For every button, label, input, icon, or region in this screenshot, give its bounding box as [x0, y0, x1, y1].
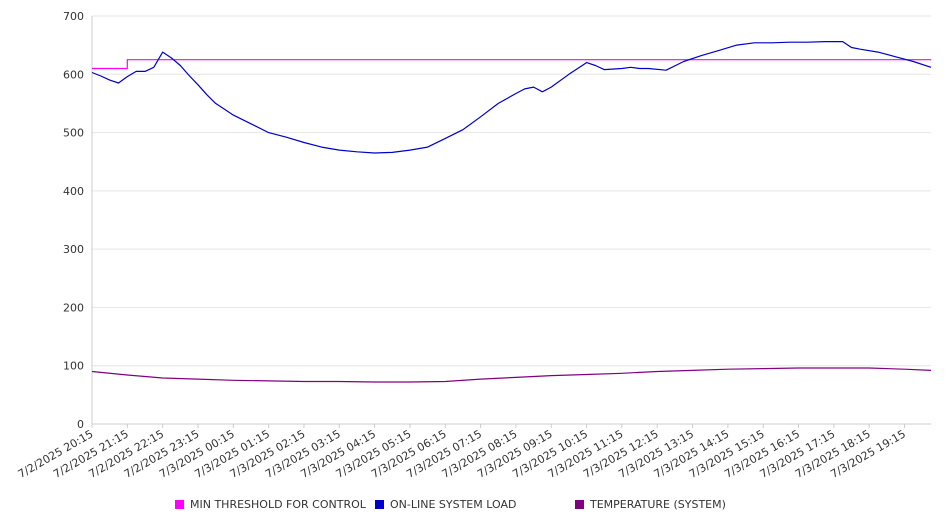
- series-line-2: [91, 367, 932, 383]
- legend-item-temperature: TEMPERATURE (SYSTEM): [575, 498, 726, 511]
- x-axis-ticks: 7/2/2025 20:157/2/2025 21:157/2/2025 22:…: [16, 424, 908, 481]
- y-tick-label: 600: [63, 68, 84, 81]
- y-tick-label: 100: [63, 360, 84, 373]
- legend-label: ON-LINE SYSTEM LOAD: [390, 498, 517, 511]
- y-tick-label: 700: [63, 10, 84, 23]
- legend-label: MIN THRESHOLD FOR CONTROL: [190, 498, 366, 511]
- grid: [92, 15, 931, 367]
- series-line-0: [92, 59, 931, 70]
- legend-item-system-load: ON-LINE SYSTEM LOAD: [375, 498, 516, 511]
- y-tick-label: 0: [77, 418, 84, 431]
- series-lines: [91, 40, 932, 383]
- y-tick-label: 400: [63, 185, 84, 198]
- chart-legend: MIN THRESHOLD FOR CONTROL ON-LINE SYSTEM…: [0, 498, 946, 514]
- y-tick-label: 200: [63, 301, 84, 314]
- y-tick-label: 300: [63, 243, 84, 256]
- legend-item-min-threshold: MIN THRESHOLD FOR CONTROL: [175, 498, 366, 511]
- legend-swatch: [175, 500, 184, 509]
- y-axis-ticks: 0 100 200 300 400 500 600 700: [63, 10, 84, 431]
- axes: [91, 16, 931, 425]
- y-tick-label: 500: [63, 127, 84, 140]
- legend-swatch: [575, 500, 584, 509]
- legend-swatch: [375, 500, 384, 509]
- legend-label: TEMPERATURE (SYSTEM): [590, 498, 726, 511]
- series-line-1: [91, 40, 932, 154]
